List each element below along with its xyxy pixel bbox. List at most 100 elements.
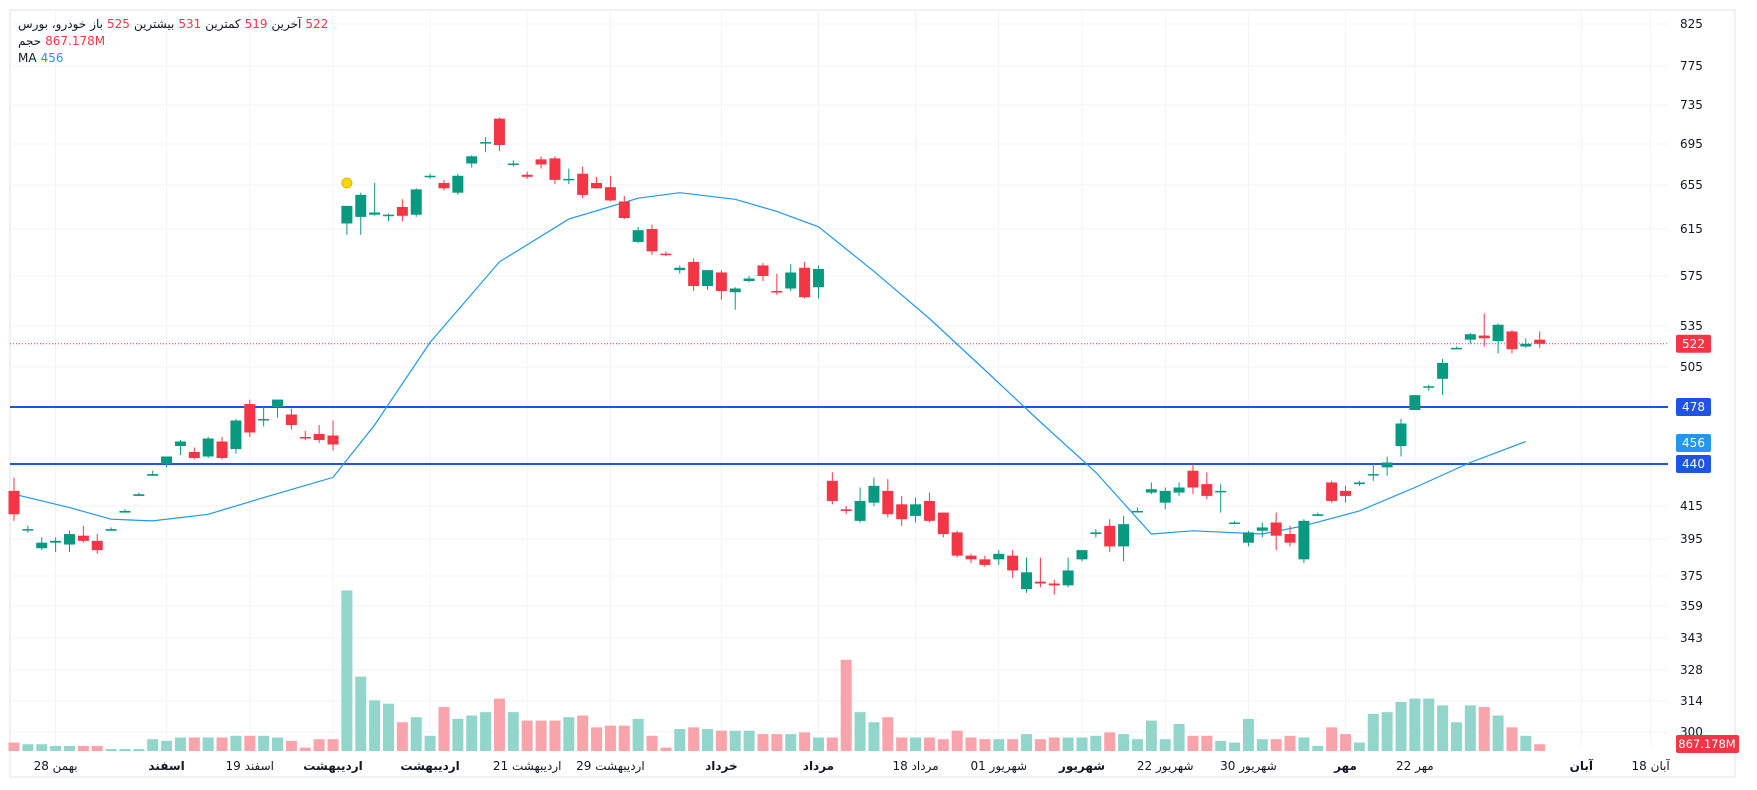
- hline-price-badge-label: 478: [1682, 400, 1705, 414]
- candle-body: [1423, 386, 1435, 388]
- candle-body: [77, 535, 89, 541]
- candle-body: [50, 540, 62, 543]
- price-tick-label: 375: [1680, 569, 1703, 583]
- legend-ohlc-row: خودرو، بورس باز 525 بیشترین 531 کمترین 5…: [18, 16, 328, 33]
- candle-body: [868, 485, 880, 503]
- candle-body: [563, 178, 575, 181]
- volume-bar: [202, 737, 214, 751]
- candle-body: [799, 267, 811, 298]
- candle-body: [771, 291, 783, 293]
- candle-body: [591, 182, 603, 189]
- volume-bar: [480, 712, 492, 751]
- time-axis-label: اردیبهشت: [303, 759, 362, 773]
- candle-body: [577, 173, 589, 195]
- candle-body: [452, 175, 464, 193]
- volume-bar: [1478, 707, 1490, 751]
- price-tick-label: 735: [1680, 98, 1703, 112]
- volume-bar: [646, 735, 658, 751]
- time-axis-label: خرداد: [705, 759, 738, 773]
- time-axis-label: 19 اسفند: [226, 759, 274, 773]
- candle-body: [632, 230, 644, 242]
- volume-bar: [1437, 705, 1449, 751]
- volume-bar: [1492, 715, 1504, 751]
- candle-body: [882, 490, 894, 515]
- candle-body: [1340, 490, 1352, 496]
- candle-body: [272, 399, 284, 407]
- legend-close: 522: [305, 17, 329, 31]
- time-axis-label: 30 شهریور: [1220, 759, 1277, 774]
- candle-body: [1034, 581, 1046, 584]
- volume-bar: [1506, 727, 1518, 751]
- volume-bar: [563, 717, 575, 751]
- candle-body: [1395, 423, 1407, 446]
- volume-bar: [1423, 698, 1435, 751]
- volume-bar: [965, 737, 977, 751]
- volume-bar: [452, 718, 464, 751]
- candle-body: [979, 559, 991, 565]
- legend-high-label: بیشترین: [133, 17, 175, 31]
- price-tick-label: 328: [1680, 663, 1703, 677]
- volume-bar: [466, 715, 478, 751]
- candle-body: [258, 419, 270, 421]
- price-tick-label: 343: [1680, 631, 1703, 645]
- time-axis-label: 28 بهمن: [34, 759, 78, 774]
- time-axis-label: 01 شهریور: [970, 759, 1027, 774]
- legend-open-label: باز: [90, 17, 104, 31]
- volume-bar: [50, 745, 62, 751]
- volume-bar: [688, 727, 700, 751]
- volume-bar: [577, 715, 589, 751]
- candle-body: [688, 261, 700, 286]
- candle-body: [812, 268, 824, 288]
- volume-bar: [604, 725, 616, 751]
- candle-body: [840, 509, 852, 511]
- hline-price-badge: [1676, 398, 1711, 416]
- candle-body: [299, 437, 311, 439]
- candle-body: [951, 532, 963, 556]
- candle-body: [660, 253, 672, 256]
- candle-body: [1256, 527, 1268, 531]
- volume-bar: [840, 659, 852, 751]
- candle-body: [313, 434, 325, 440]
- ma-price-badge-label: 456: [1682, 436, 1705, 450]
- candle-body: [618, 201, 630, 218]
- volume-bar: [854, 712, 866, 751]
- volume-bar: [1353, 742, 1365, 751]
- candle-body: [105, 529, 117, 531]
- last-price-badge-label: 522: [1682, 337, 1705, 351]
- candle-body: [1131, 510, 1143, 513]
- candle-body: [1007, 555, 1019, 571]
- volume-bar: [826, 737, 838, 751]
- candle-body: [1464, 334, 1476, 340]
- candle-body: [1104, 525, 1116, 547]
- volume-bar: [1021, 734, 1033, 751]
- candle-body: [521, 174, 533, 177]
- candle-body: [1326, 482, 1338, 501]
- volume-bar: [1256, 739, 1268, 751]
- volume-bar: [1367, 713, 1379, 751]
- volume-bar: [757, 734, 769, 751]
- legend-ma-value: 456: [40, 51, 64, 65]
- volume-bar: [1464, 705, 1476, 751]
- price-tick-label: 695: [1680, 137, 1703, 151]
- candle-body: [1367, 474, 1379, 476]
- candle-body: [1298, 520, 1310, 560]
- volume-bar: [1159, 739, 1171, 751]
- chart-legend: خودرو، بورس باز 525 بیشترین 531 کمترین 5…: [18, 16, 328, 67]
- volume-bar: [1215, 740, 1227, 751]
- volume-bar: [1298, 737, 1310, 751]
- volume-bar: [1326, 727, 1338, 751]
- candle-body: [729, 288, 741, 293]
- volume-bar: [1090, 735, 1102, 751]
- volume-bar: [1201, 735, 1213, 751]
- volume-bar: [36, 744, 48, 751]
- candle-body: [1284, 534, 1296, 543]
- price-tick-label: 535: [1680, 319, 1703, 333]
- candle-body: [285, 414, 297, 425]
- volume-bar: [230, 735, 242, 751]
- volume-bar: [1242, 718, 1254, 751]
- time-axis-label: 29 اردیبهشت: [576, 759, 645, 774]
- moving-average-line: [13, 192, 1527, 535]
- legend-ma-row: MA 456: [18, 50, 328, 67]
- candle-body: [1159, 490, 1171, 503]
